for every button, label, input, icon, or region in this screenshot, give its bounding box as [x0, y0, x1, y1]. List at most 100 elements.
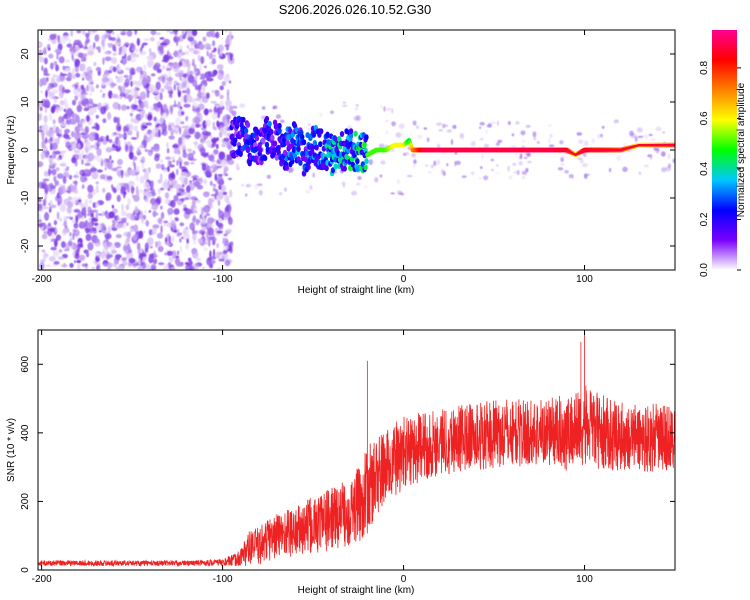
- noise-blob: [203, 204, 211, 213]
- noise-blob: [61, 228, 67, 236]
- signal-point: [254, 135, 260, 142]
- noise-blob: [200, 56, 205, 65]
- noise-blob: [73, 39, 81, 43]
- noise-blob: [135, 175, 139, 182]
- snr-x-axis-label: Height of straight line (km): [298, 585, 415, 596]
- noise-blob: [38, 198, 42, 203]
- noise-blob: [193, 141, 199, 146]
- signal-point: [350, 161, 356, 168]
- noise-blob: [60, 241, 66, 248]
- noise-blob: [191, 230, 198, 234]
- noise-blob: [100, 89, 103, 93]
- noise-blob: [190, 123, 197, 129]
- snr-y-axis-label: SNR (10 * v/v): [6, 418, 17, 482]
- noise-blob: [120, 32, 126, 36]
- noise-blob: [211, 137, 218, 144]
- noise-blob: [216, 176, 224, 185]
- noise-blob: [140, 114, 143, 120]
- noise-blob: [160, 159, 164, 164]
- figure-title: S206.2026.026.10.52.G30: [279, 2, 432, 17]
- noise-blob: [169, 160, 172, 166]
- noise-blob: [459, 132, 465, 139]
- noise-blob: [406, 174, 413, 178]
- noise-blob: [142, 125, 148, 129]
- noise-blob: [121, 55, 125, 59]
- noise-blob: [41, 124, 49, 133]
- noise-blob: [55, 64, 60, 72]
- noise-blob: [134, 30, 138, 35]
- noise-blob: [450, 139, 454, 145]
- noise-blob: [62, 176, 67, 184]
- noise-blob: [404, 152, 410, 156]
- noise-blob: [245, 193, 248, 197]
- noise-blob: [107, 112, 112, 120]
- noise-blob: [216, 230, 223, 234]
- noise-blob: [38, 222, 44, 228]
- noise-blob: [616, 155, 622, 161]
- noise-blob: [186, 185, 191, 193]
- noise-blob: [278, 192, 283, 196]
- noise-blob: [120, 170, 124, 179]
- snr-y-tick-label: 400: [20, 424, 31, 441]
- noise-blob: [385, 120, 389, 123]
- noise-blob: [203, 108, 209, 116]
- noise-blob: [96, 147, 102, 157]
- spectrogram-y-tick-label: 20: [20, 48, 31, 60]
- noise-blob: [212, 40, 216, 47]
- noise-blob: [180, 245, 183, 253]
- noise-blob: [219, 48, 223, 57]
- signal-point: [292, 152, 298, 159]
- noise-blob: [130, 137, 138, 140]
- noise-blob: [53, 98, 58, 104]
- noise-blob: [87, 242, 94, 251]
- noise-blob: [49, 199, 54, 206]
- noise-blob: [186, 30, 193, 34]
- noise-blob: [210, 261, 213, 268]
- noise-blob: [667, 163, 672, 169]
- noise-blob: [153, 116, 157, 122]
- noise-blob: [61, 86, 66, 94]
- noise-blob: [163, 169, 167, 173]
- noise-blob: [76, 243, 81, 253]
- noise-blob: [214, 89, 220, 97]
- noise-blob: [95, 238, 100, 244]
- noise-blob: [87, 133, 90, 138]
- noise-blob: [116, 223, 124, 228]
- noise-blob: [76, 263, 81, 270]
- signal-point: [364, 158, 369, 165]
- noise-blob: [216, 222, 224, 228]
- noise-blob: [229, 189, 233, 198]
- noise-blob: [102, 159, 107, 166]
- noise-blob: [591, 137, 595, 144]
- noise-blob: [54, 180, 60, 186]
- noise-blob: [155, 81, 161, 91]
- noise-blob: [73, 46, 81, 51]
- noise-blob: [143, 172, 149, 181]
- noise-blob: [41, 131, 45, 137]
- noise-blob: [182, 152, 188, 159]
- noise-blob: [55, 167, 60, 172]
- noise-blob: [186, 238, 189, 244]
- noise-blob: [163, 264, 169, 270]
- noise-blob: [548, 144, 555, 148]
- noise-blob: [527, 160, 532, 164]
- noise-blob: [208, 108, 213, 113]
- noise-blob: [75, 170, 79, 178]
- noise-blob: [79, 170, 83, 175]
- noise-blob: [116, 170, 122, 177]
- noise-blob: [39, 259, 46, 263]
- signal-point: [274, 154, 280, 161]
- noise-blob: [192, 239, 197, 245]
- noise-blob: [166, 56, 174, 60]
- noise-blob: [42, 47, 47, 55]
- noise-blob: [174, 218, 179, 222]
- noise-blob: [490, 158, 495, 162]
- noise-blob: [118, 51, 122, 56]
- noise-blob: [166, 85, 173, 92]
- noise-blob: [77, 41, 83, 48]
- noise-blob: [90, 131, 97, 136]
- noise-blob: [521, 139, 526, 143]
- noise-blob: [179, 58, 186, 62]
- noise-blob: [46, 43, 51, 51]
- noise-blob: [140, 108, 146, 116]
